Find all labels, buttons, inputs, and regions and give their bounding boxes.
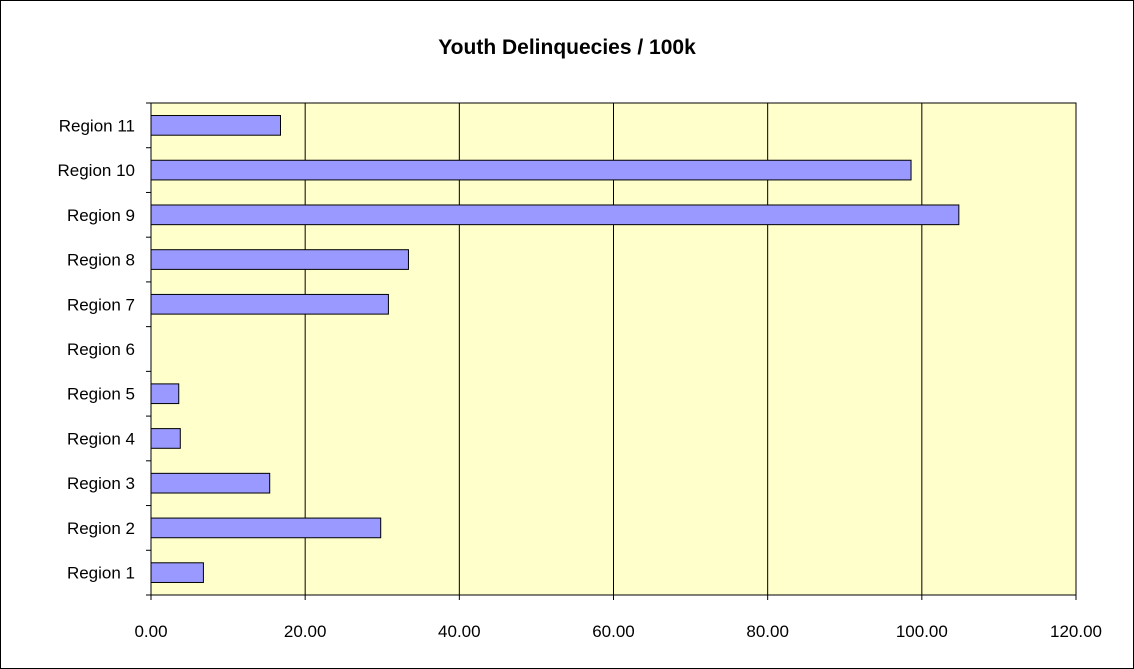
x-tick-label: 100.00	[896, 622, 948, 641]
bar-region-11	[150, 115, 281, 136]
bar-region-7	[150, 293, 389, 315]
bar-region-1	[150, 562, 204, 583]
category-label: Region 8	[67, 251, 135, 270]
bar-region-5	[150, 383, 180, 405]
bar-region-2	[150, 517, 382, 539]
x-tick-label: 120.00	[1050, 622, 1102, 641]
category-label: Region 9	[67, 206, 135, 225]
bar-region-9	[150, 204, 960, 226]
x-tick-label: 0.00	[134, 622, 167, 641]
category-label: Region 10	[57, 161, 135, 180]
category-label: Region 3	[67, 474, 135, 493]
bars	[150, 115, 960, 583]
bar-region-8	[150, 249, 409, 270]
category-label: Region 4	[67, 429, 135, 448]
x-tick-label: 80.00	[746, 622, 789, 641]
x-tick-label: 40.00	[438, 622, 481, 641]
category-label: Region 2	[67, 519, 135, 538]
category-label: Region 11	[59, 116, 135, 135]
y-axis: Region 1 Region 2 Region 3 Region 4 Region 5…	[57, 102, 151, 596]
bar-region-3	[150, 472, 271, 494]
x-tick-label: 60.00	[592, 622, 635, 641]
x-tick-label: 20.00	[284, 622, 327, 641]
category-label: Region 5	[67, 385, 135, 404]
bar-region-10	[150, 159, 912, 181]
gridlines	[304, 103, 923, 595]
chart-title: Youth Delinquecies / 100k	[438, 36, 696, 59]
category-label: Region 6	[67, 340, 135, 359]
bar-region-4	[150, 428, 181, 449]
category-label: Region 1	[67, 564, 135, 583]
category-label: Region 7	[67, 295, 135, 314]
x-axis: 0.00 20.00 40.00 60.00 80.00 100.00 120.00	[134, 595, 1102, 641]
